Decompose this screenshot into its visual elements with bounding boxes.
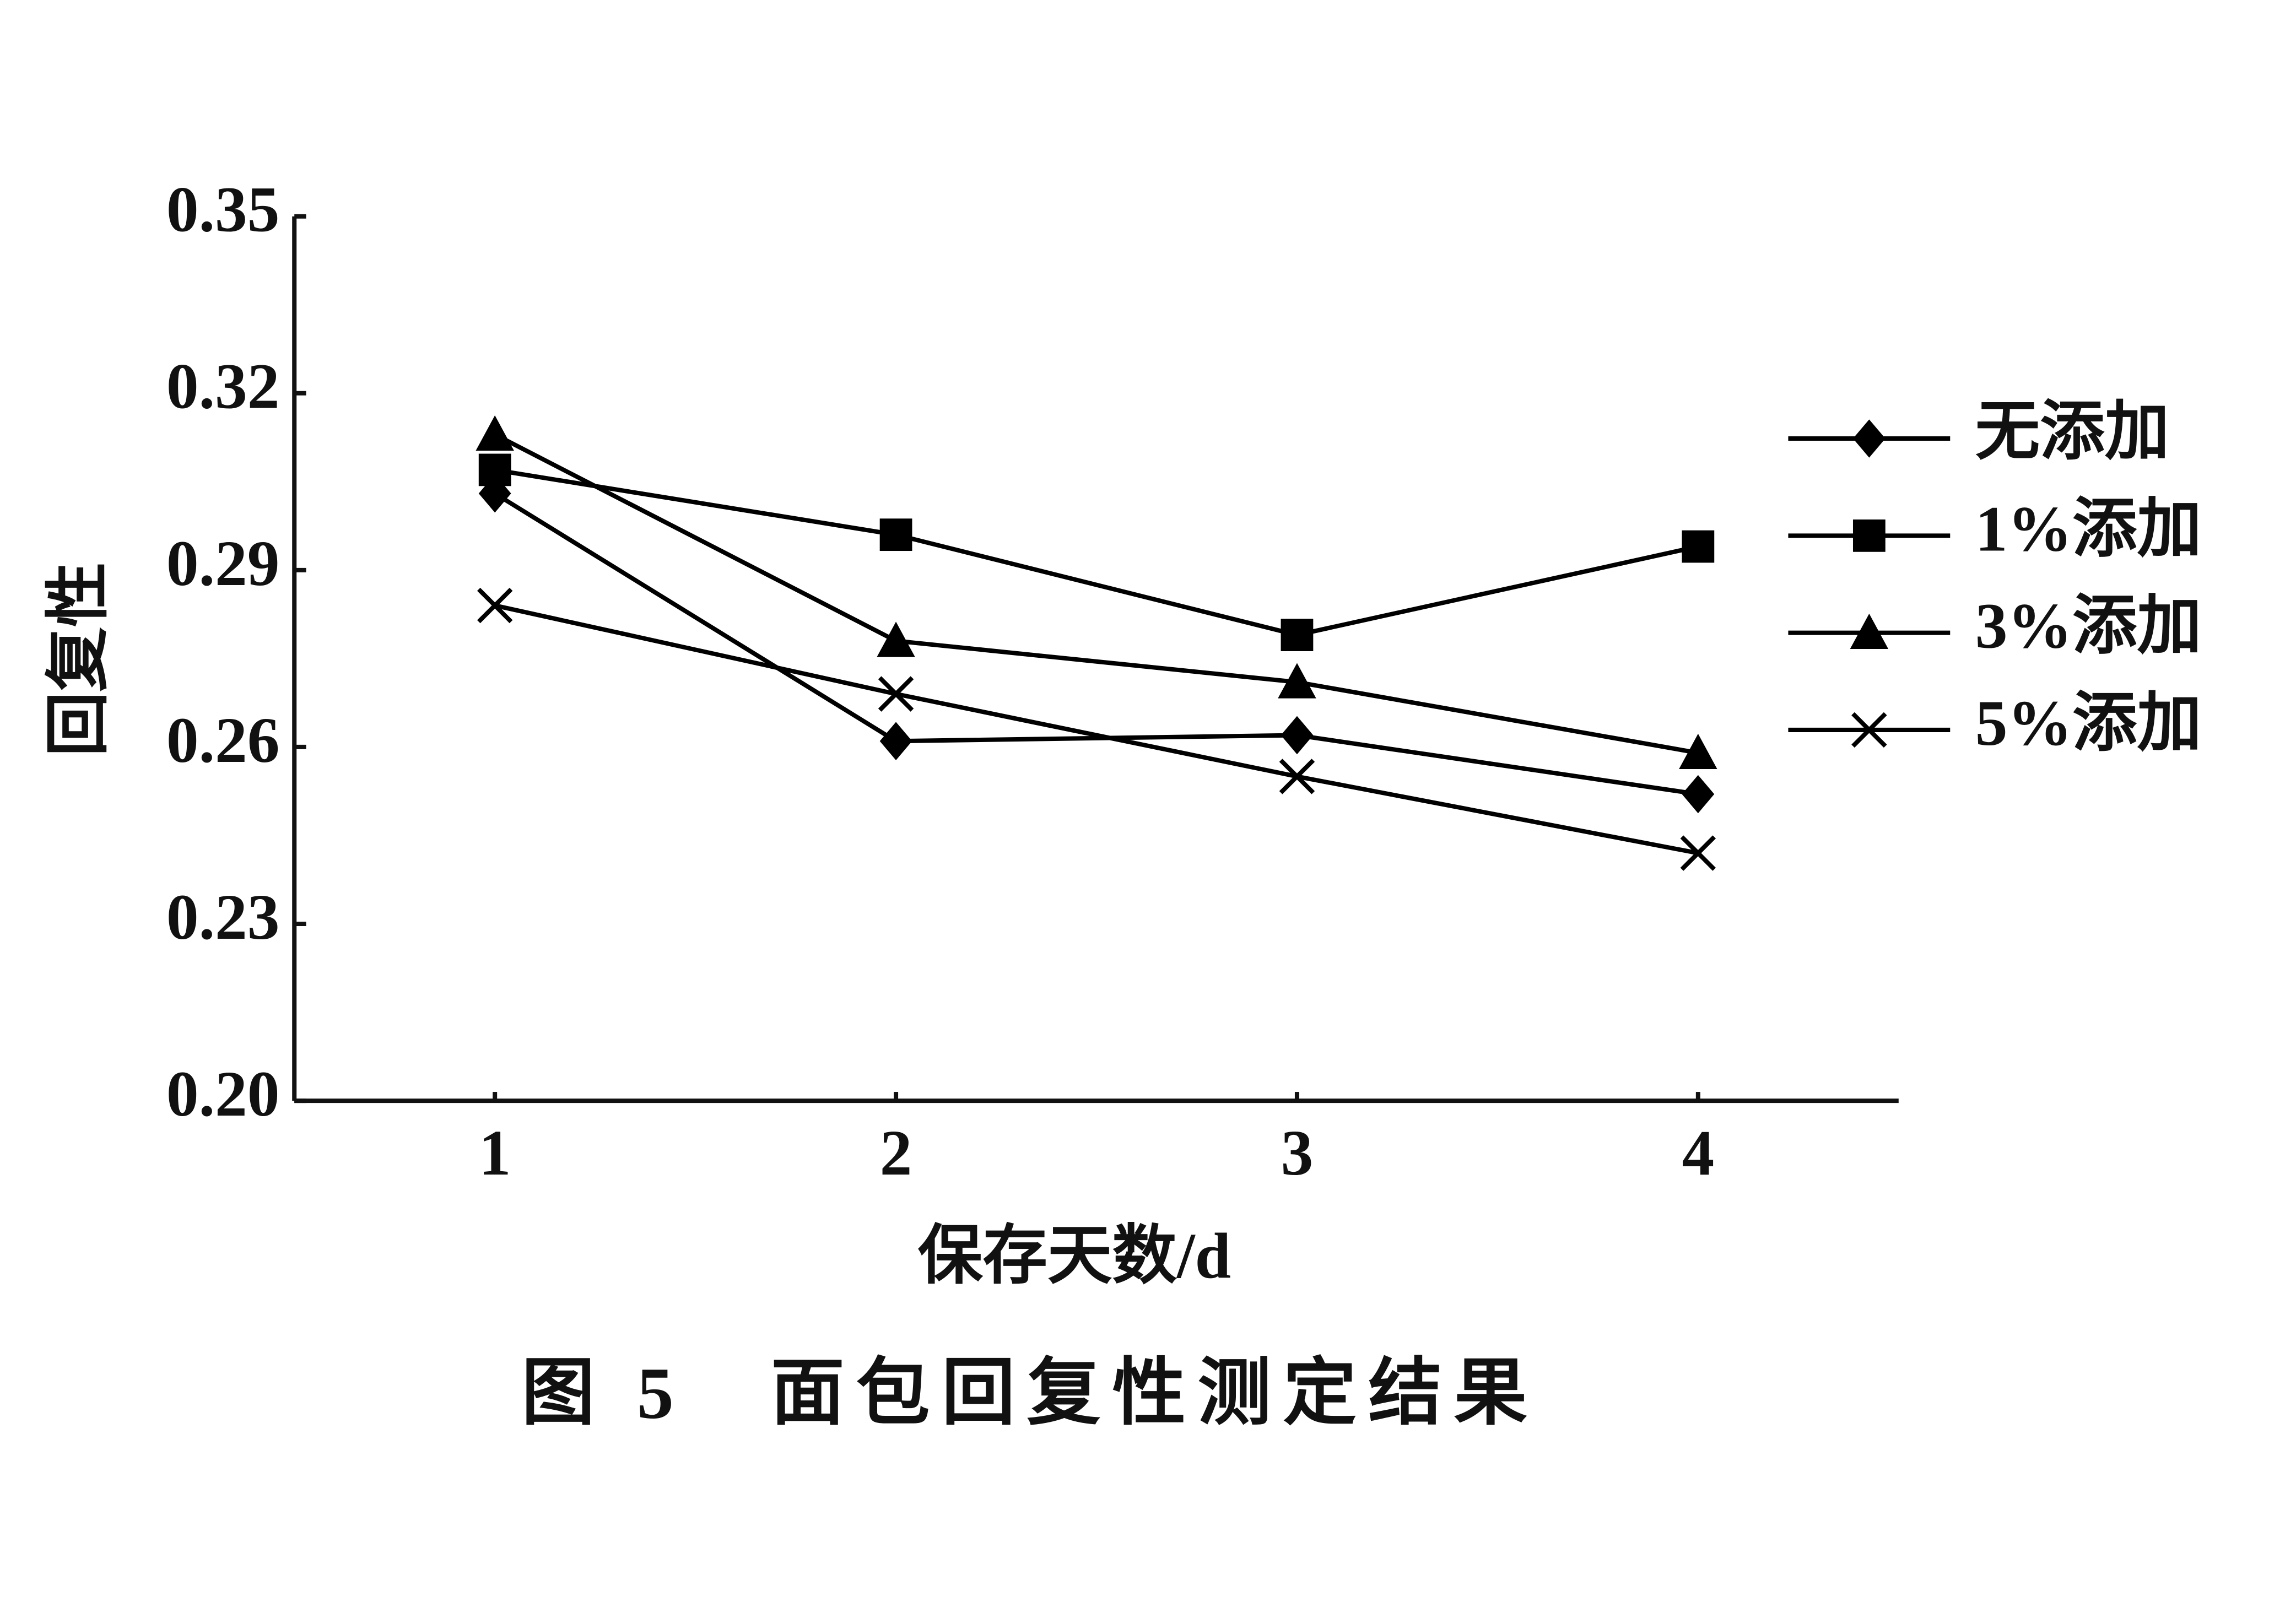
y-tick-label: 0.26 [166, 705, 280, 776]
legend-label: 1%添加 [1975, 493, 2202, 565]
marker [1281, 619, 1314, 651]
marker [477, 587, 513, 624]
x-tick-label: 3 [1281, 1117, 1314, 1189]
y-tick-label: 0.29 [166, 528, 280, 599]
marker [478, 453, 511, 486]
series-line [494, 603, 1699, 856]
marker [1852, 519, 1886, 552]
marker [476, 415, 514, 451]
x-axis-label: 保存天数/d [918, 1220, 1231, 1292]
marker [1682, 775, 1715, 814]
y-axis-label: 回复性 [43, 562, 115, 756]
series-line [494, 491, 1699, 797]
marker [1281, 716, 1314, 755]
y-tick-label: 0.23 [166, 881, 280, 953]
marker [1850, 613, 1889, 650]
y-tick-label: 0.20 [166, 1058, 280, 1130]
marker [1852, 419, 1886, 458]
marker [879, 722, 912, 760]
x-tick-label: 1 [479, 1117, 511, 1189]
marker [1279, 759, 1315, 794]
marker [879, 518, 912, 551]
x-tick-label: 2 [880, 1117, 912, 1189]
marker [1680, 835, 1716, 871]
caption: 图 5 面包回复性测定结果 [521, 1352, 1539, 1434]
marker [1278, 663, 1316, 699]
legend-label: 5%添加 [1975, 688, 2202, 759]
marker [1679, 733, 1717, 770]
marker [878, 676, 914, 712]
y-tick-label: 0.32 [166, 351, 280, 423]
marker [1682, 530, 1715, 563]
marker [1851, 712, 1887, 748]
marker [877, 621, 915, 657]
legend-label: 无添加 [1975, 396, 2170, 468]
legend-label: 3%添加 [1975, 591, 2202, 662]
x-tick-label: 4 [1682, 1117, 1714, 1189]
y-tick-label: 0.35 [166, 174, 280, 246]
series-line [494, 432, 1699, 755]
series-line [494, 467, 1699, 637]
